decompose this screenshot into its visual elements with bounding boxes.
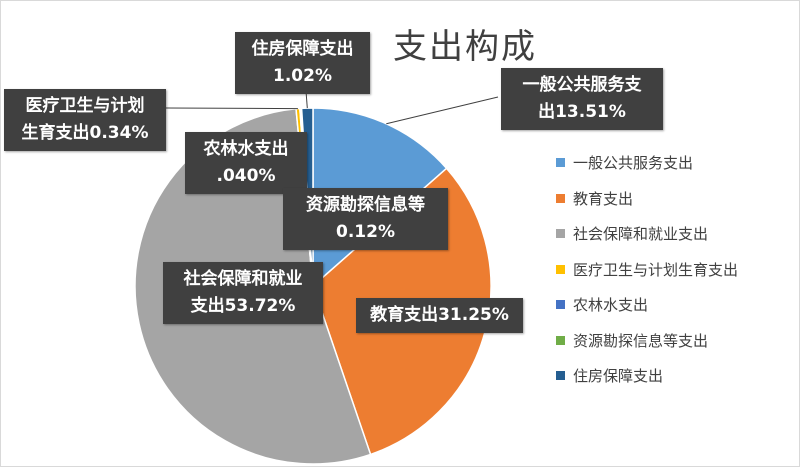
leader-line — [165, 107, 298, 110]
legend-item: 教育支出 — [556, 181, 738, 217]
legend-label: 教育支出 — [573, 189, 634, 208]
legend-swatch — [556, 371, 565, 381]
legend-item: 社会保障和就业支出 — [556, 216, 738, 252]
legend-item: 农林水支出 — [556, 287, 738, 323]
data-label-health: 医疗卫生与计划 生育支出0.34% — [4, 89, 166, 151]
legend-item: 医疗卫生与计划生育支出 — [556, 252, 738, 288]
legend-item: 住房保障支出 — [556, 358, 738, 394]
legend-swatch — [556, 193, 565, 203]
data-label-education: 教育支出31.25% — [356, 298, 523, 333]
leader-line — [386, 96, 499, 125]
legend-swatch — [556, 264, 565, 274]
legend-swatch — [556, 158, 565, 168]
legend-swatch — [556, 229, 565, 239]
data-label-resources: 资源勘探信息等 0.12% — [283, 188, 448, 250]
legend-label: 资源勘探信息等支出 — [573, 331, 709, 350]
chart-title: 支出构成 — [393, 27, 537, 67]
legend-label: 医疗卫生与计划生育支出 — [573, 260, 739, 279]
legend-label: 农林水支出 — [573, 296, 649, 315]
data-label-agriculture: 农林水支出 .040% — [185, 132, 307, 194]
legend-label: 住房保障支出 — [573, 367, 664, 386]
legend-label: 一般公共服务支出 — [573, 154, 694, 173]
legend-swatch — [556, 335, 565, 345]
data-label-social-security: 社会保障和就业 支出53.72% — [163, 262, 323, 324]
legend-item: 资源勘探信息等支出 — [556, 323, 738, 359]
data-label-housing: 住房保障支出 1.02% — [235, 32, 370, 94]
legend-swatch — [556, 300, 565, 310]
legend-label: 社会保障和就业支出 — [573, 225, 709, 244]
legend: 一般公共服务支出 教育支出社会保障和就业支出医疗卫生与计划生育支出 农林水支出资源勘… — [556, 145, 738, 394]
data-label-general-public-services: 一般公共服务支 出13.51% — [501, 68, 663, 130]
legend-item: 一般公共服务支出 — [556, 145, 738, 181]
